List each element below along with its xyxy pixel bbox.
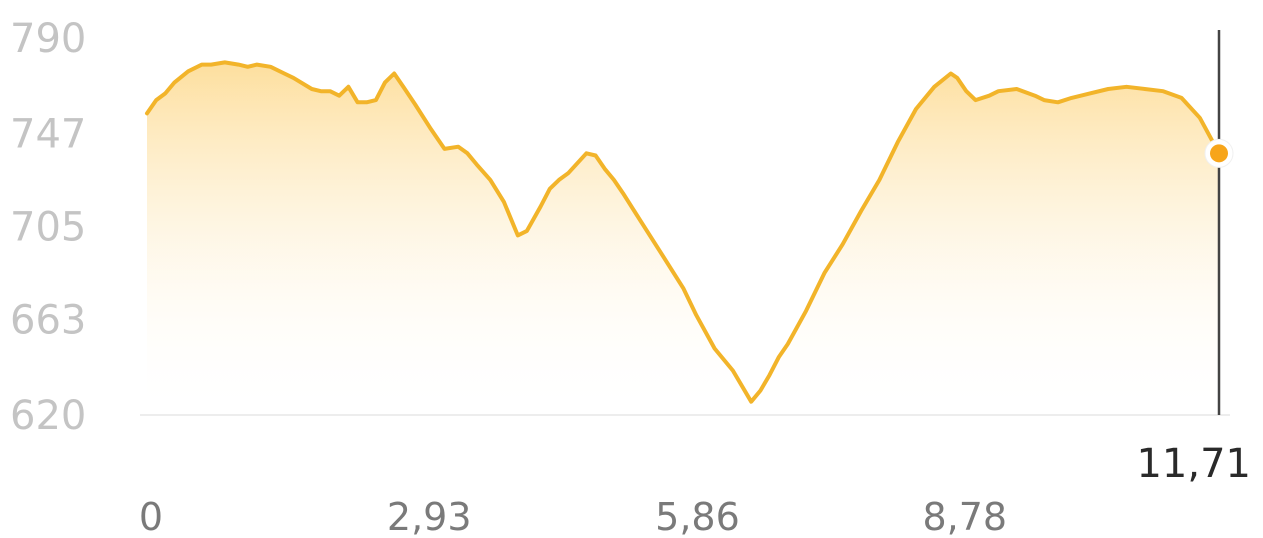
y-tick-label: 663 [10,298,86,344]
y-axis-ticks: 790 747 705 663 620 [10,16,86,439]
y-tick-label: 620 [10,393,86,439]
y-tick-label: 705 [10,205,86,251]
x-tick-label: 0 [139,495,163,538]
elevation-line [145,60,1221,404]
cursor-marker[interactable] [1210,144,1228,163]
y-tick-label: 747 [10,111,86,157]
cursor-x-label: 11,71 [1136,441,1251,487]
x-tick-label: 2,93 [387,495,472,538]
x-tick-label: 5,86 [655,495,740,538]
y-tick-label: 790 [10,16,86,62]
x-tick-label: 8,78 [922,495,1007,538]
elevation-area-fill [147,62,1219,416]
x-axis-ticks: 0 2,93 5,86 8,78 [139,495,1007,538]
